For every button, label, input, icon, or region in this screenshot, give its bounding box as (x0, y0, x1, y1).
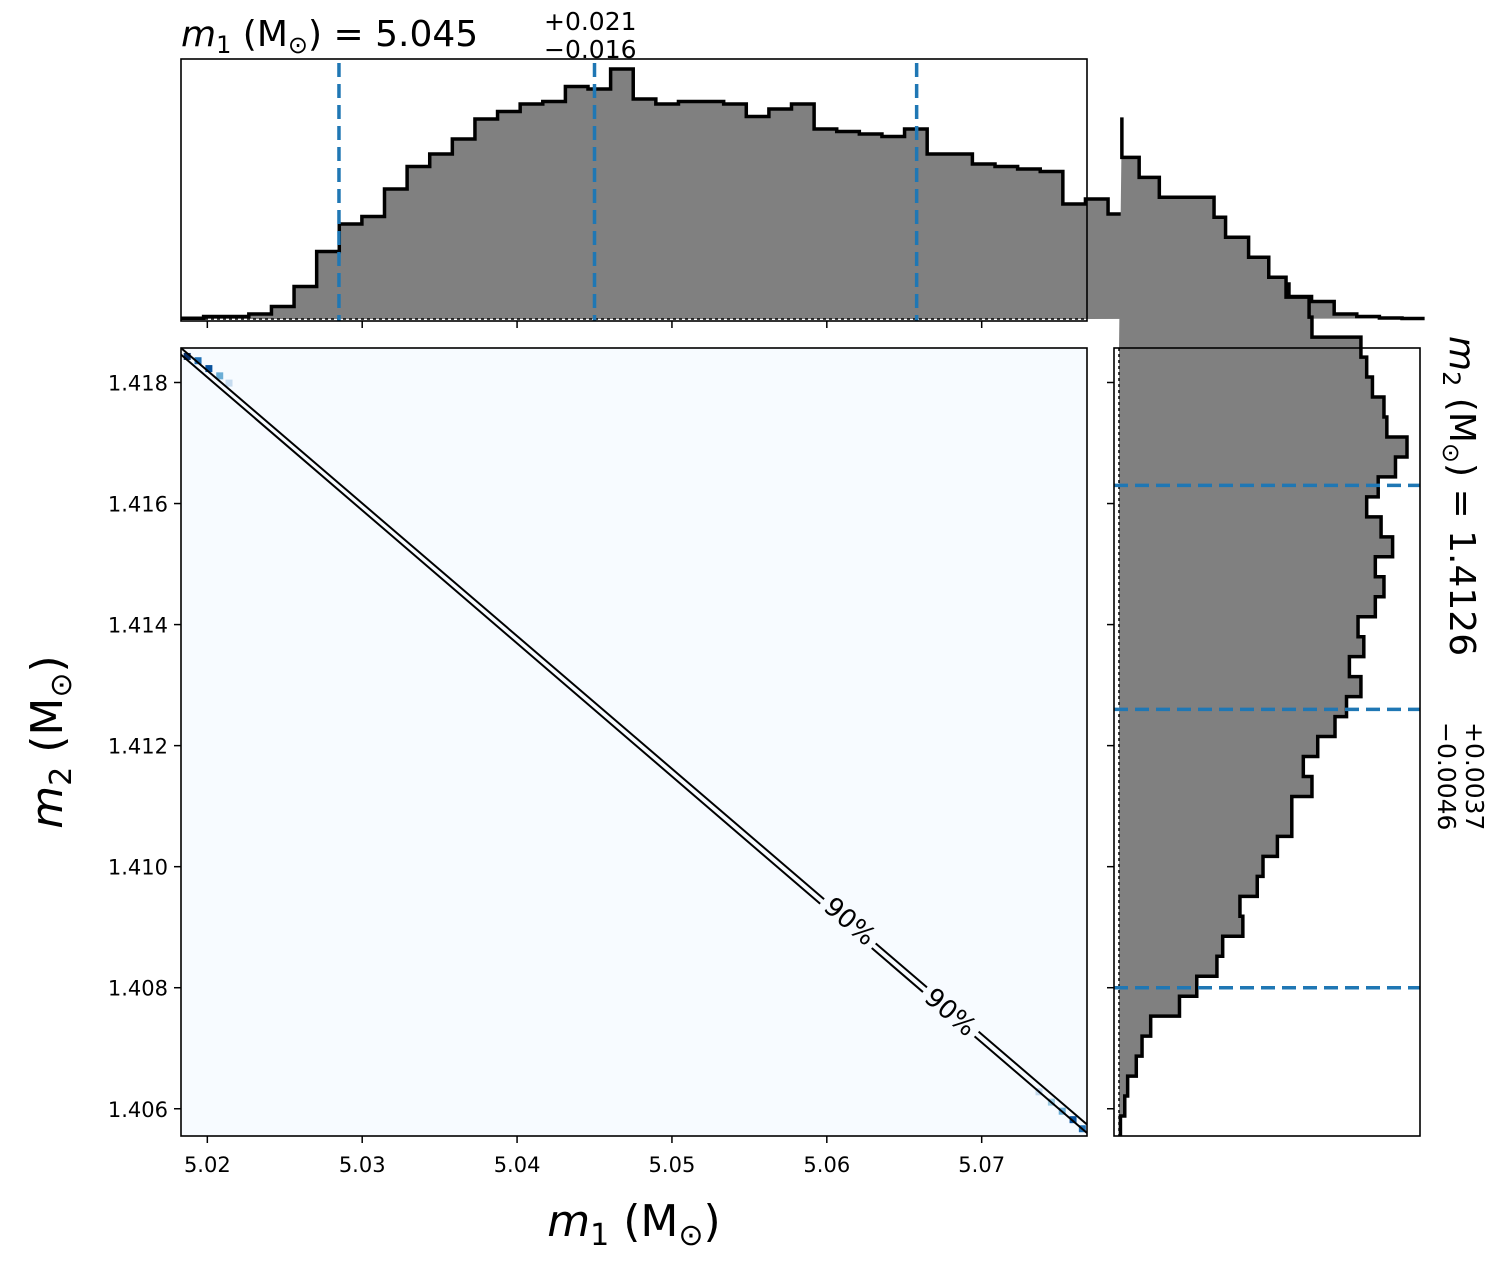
m2-hist-fill (1119, 117, 1407, 1136)
joint-density-cell-4 (225, 379, 233, 387)
y-tick-label-2: 1.410 (108, 856, 168, 880)
x-axis-label: m1 (M⊙) (547, 1196, 720, 1253)
y-tick-label-0: 1.406 (108, 1098, 168, 1122)
m2-histogram (1118, 117, 1409, 1136)
joint-panel: 90%90% 5.02 5.03 5.04 5.05 5.06 5.07 1.4061.4… (22, 347, 1088, 1253)
y-tick-label-1: 1.408 (108, 977, 168, 1001)
m1-marginal-frame (180, 58, 1088, 322)
m2-upper-error: +0.0037 (1460, 722, 1489, 830)
joint-y-ticks: 1.406 1.408 1.410 1.412 1.414 1.416 1.418 (108, 371, 181, 1122)
joint-density-cell-8 (1069, 1116, 1077, 1124)
x-tick-label-4: 5.06 (803, 1153, 850, 1177)
x-tick-label-5: 5.07 (958, 1153, 1005, 1177)
x-tick-label-3: 5.05 (649, 1153, 696, 1177)
joint-frame (180, 347, 1088, 1137)
m2-marginal-ticks (1107, 381, 1114, 1110)
joint-x-ticks: 5.02 5.03 5.04 5.05 5.06 5.07 (184, 1136, 1005, 1177)
m2-lower-error: −0.0046 (1432, 722, 1461, 830)
m2-marginal-panel: m2 (M⊙) = 1.4126 +0.0037 −0.0046 (1107, 117, 1489, 1137)
m2-marginal-title: m2 (M⊙) = 1.4126 (1437, 336, 1482, 656)
m1-quantile-lines (337, 63, 919, 321)
joint-density-cell-1 (194, 357, 202, 365)
contour-label-bg-1 (915, 979, 986, 1045)
m2-hist-step (1118, 117, 1409, 1136)
joint-density-cell-0 (183, 352, 191, 360)
m2-marginal-frame (1113, 347, 1421, 1137)
y-tick-label-4: 1.414 (108, 614, 168, 638)
y-tick-label-3: 1.412 (108, 735, 168, 759)
x-tick-label-0: 5.02 (184, 1153, 231, 1177)
m1-marginal-title: m1 (M⊙) = 5.045 (181, 14, 478, 59)
m1-hist-fill (181, 69, 1425, 319)
y-axis-label: m2 (M⊙) (22, 655, 79, 828)
joint-density-cell-3 (216, 372, 224, 380)
y-tick-label-6: 1.418 (108, 371, 168, 395)
m1-upper-error: +0.021 (544, 7, 637, 36)
contour-label-bg-0 (815, 888, 885, 954)
joint-density-cell-2 (205, 365, 213, 373)
y-tick-label-5: 1.416 (108, 493, 168, 517)
m1-lower-error: −0.016 (544, 35, 637, 64)
m2-quantile-lines (1114, 483, 1420, 990)
x-tick-label-1: 5.03 (339, 1153, 386, 1177)
m2-marginal-title-group: m2 (M⊙) = 1.4126 +0.0037 −0.0046 (1432, 336, 1489, 830)
x-tick-label-2: 5.04 (494, 1153, 541, 1177)
m1-marginal-ticks (206, 321, 983, 328)
